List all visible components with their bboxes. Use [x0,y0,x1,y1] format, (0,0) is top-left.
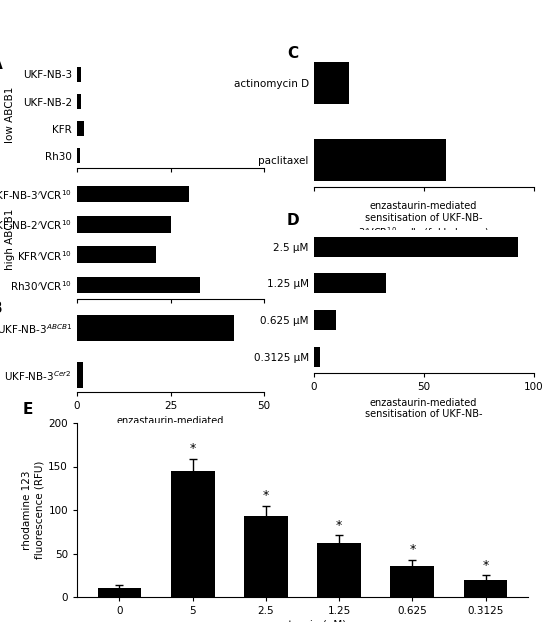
Text: *: * [482,559,488,572]
X-axis label: enzastaurin-mediated
sensitisation of UKF-NB-
3$^{\prime}$VCR$^{10}$ cells to vi: enzastaurin-mediated sensitisation of UK… [358,398,489,447]
Bar [464,580,508,597]
Text: low ABCB1: low ABCB1 [5,87,15,143]
Y-axis label: rhodamine 123
fluorescence (RFU): rhodamine 123 fluorescence (RFU) [23,461,44,559]
Text: B: B [0,301,3,317]
Text: *: * [190,442,196,455]
Bar [317,543,361,597]
Bar [77,94,81,109]
Text: *: * [409,543,415,556]
Bar [77,216,170,233]
Text: C: C [287,45,298,60]
Bar [244,516,288,597]
Bar [77,148,80,163]
Text: *: * [336,519,342,532]
Bar [314,273,386,294]
Bar [77,315,234,341]
Bar [77,186,189,202]
Bar [77,362,82,388]
Bar [314,139,446,180]
Bar [77,277,200,293]
Bar [314,62,349,104]
Text: A: A [0,57,3,72]
X-axis label: enzastaurin-mediated
sensitisation
to vincristine (fold change): enzastaurin-mediated sensitisation to vi… [104,417,236,450]
Bar [77,121,85,136]
Bar [314,346,320,367]
Text: high ABCB1: high ABCB1 [5,209,15,270]
Text: E: E [23,402,33,417]
Bar [77,67,81,82]
Bar [314,310,336,330]
Bar [170,471,214,597]
X-axis label: enzastaurin (μM): enzastaurin (μM) [258,620,346,622]
Bar [97,588,141,597]
Text: *: * [263,489,269,502]
Bar [77,246,156,263]
X-axis label: enzastaurin-mediated
sensitisation of UKF-NB-
3$^{\prime}$VCR$^{10}$ cells (fold: enzastaurin-mediated sensitisation of UK… [358,201,490,241]
Bar [314,236,518,257]
Text: D: D [287,213,300,228]
Bar [390,566,435,597]
